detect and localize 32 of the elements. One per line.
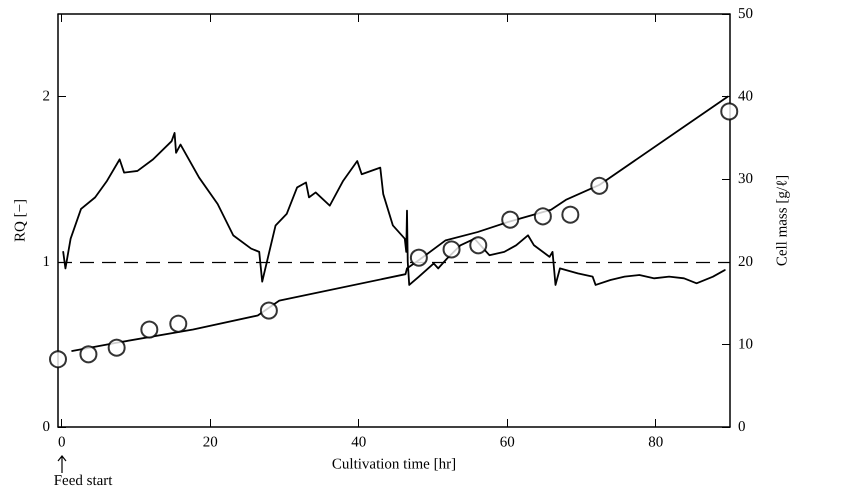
point [140,320,158,339]
point [442,240,461,258]
point [561,206,580,224]
y-tick-label: 0 [42,419,50,435]
y2-axis-title: Cell mass [g/ℓ] [774,174,790,266]
point [501,210,520,229]
y2-tick-label: 20 [738,254,753,270]
point [49,350,67,368]
y2-tick-label: 30 [738,171,753,188]
x-tick-label: 40 [351,434,366,450]
y2-tick-label: 40 [738,88,753,105]
y2-tick-label: 50 [738,6,753,22]
x-tick-label: 80 [648,434,664,450]
point [79,345,98,364]
point [410,248,428,267]
point [720,102,738,120]
point [260,302,278,320]
point [108,338,126,357]
point [534,207,552,226]
point [169,314,188,333]
x-tick-label: 0 [58,434,66,450]
x-tick-label: 60 [500,434,515,450]
y-tick-label: 2 [42,88,50,105]
y-tick-label: 1 [42,254,50,270]
y2-tick-label: 10 [738,336,753,352]
point [590,176,608,195]
x-tick-label: 20 [202,434,218,450]
y-axis-title: RQ [−] [12,198,28,242]
x-axis-title: Cultivation time [hr] [332,456,456,472]
point [469,236,488,254]
y2-tick-label: 0 [738,419,746,435]
text: Feed start [54,473,112,490]
